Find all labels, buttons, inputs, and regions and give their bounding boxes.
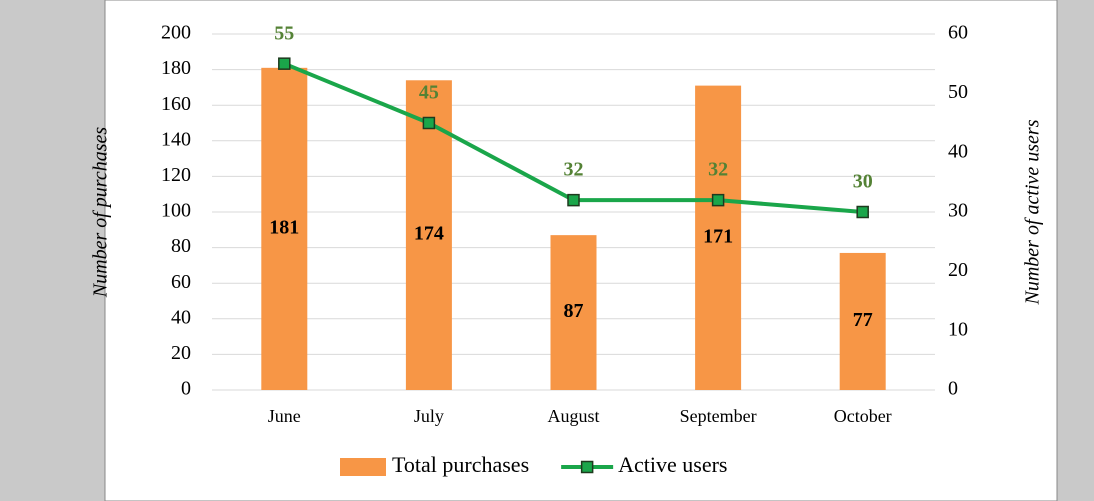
y2-tick-label: 0: [948, 378, 958, 400]
line-label: 55: [274, 22, 294, 44]
bar: [261, 67, 308, 390]
x-tick-label: September: [680, 406, 757, 426]
bar: [695, 85, 742, 391]
line-label: 32: [564, 159, 584, 181]
y-tick-label: 160: [161, 93, 191, 115]
bar: [839, 252, 886, 390]
line-label: 32: [708, 159, 728, 181]
y2-tick-label: 60: [948, 22, 968, 44]
y2-tick-label: 50: [948, 81, 968, 103]
legend-marker: [580, 460, 594, 474]
y-tick-label: 0: [181, 378, 191, 400]
line-label: 45: [419, 82, 439, 104]
line-marker: [711, 193, 725, 207]
y-tick-label: 140: [161, 128, 191, 150]
x-tick-label: August: [547, 406, 599, 426]
legend-label: Total purchases: [392, 452, 529, 477]
y2-tick-label: 40: [948, 140, 968, 162]
y-tick-label: 200: [161, 22, 191, 44]
y-tick-label: 100: [161, 200, 191, 222]
bar-label: 171: [703, 225, 733, 247]
bar-label: 87: [564, 300, 584, 322]
legend-label: Active users: [618, 452, 727, 477]
bar-label: 174: [414, 223, 444, 245]
y-tick-label: 20: [171, 342, 191, 364]
y-axis-title: Number of purchases: [90, 127, 112, 299]
y-tick-label: 40: [171, 306, 191, 328]
y2-tick-label: 10: [948, 318, 968, 340]
y2-tick-label: 30: [948, 200, 968, 222]
bar: [550, 235, 597, 390]
y-tick-label: 80: [171, 235, 191, 257]
line-marker: [278, 57, 291, 70]
line-marker: [856, 205, 869, 219]
bar-label: 181: [269, 217, 299, 239]
line-marker: [422, 116, 436, 130]
x-tick-label: July: [414, 406, 444, 426]
line-marker: [567, 193, 580, 207]
x-tick-label: June: [268, 406, 301, 426]
y-tick-label: 180: [161, 57, 191, 79]
y2-tick-label: 20: [948, 259, 968, 281]
line-label: 30: [853, 171, 873, 193]
y-tick-label: 60: [171, 271, 191, 293]
y2-axis-title: Number of active users: [1022, 119, 1044, 305]
y-tick-label: 120: [161, 164, 191, 186]
x-tick-label: October: [834, 406, 892, 426]
legend-swatch: [340, 458, 386, 476]
bar-label: 77: [853, 309, 873, 331]
